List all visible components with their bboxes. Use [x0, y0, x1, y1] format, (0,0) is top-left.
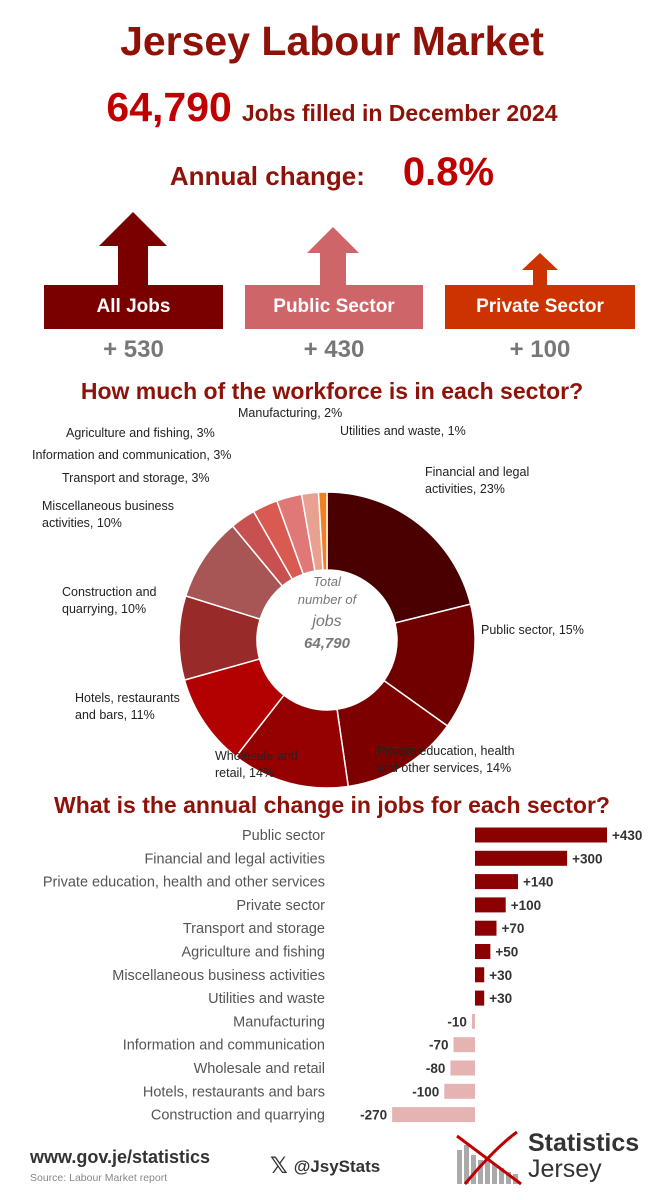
bar-title: What is the annual change in jobs for ea…	[54, 792, 610, 818]
donut-label: Hotels, restaurants and bars, 11%	[75, 691, 180, 722]
jobs-headline: 64,790 Jobs filled in December 2024	[0, 84, 664, 131]
bar-category-label: Public sector	[242, 828, 325, 844]
bar-category-label: Manufacturing	[233, 1014, 325, 1030]
bar	[453, 1037, 475, 1053]
sector-label: Public Sector	[273, 296, 395, 317]
public-sector-arrow-icon	[307, 227, 359, 286]
footer-twitter[interactable]: 𝕏 @JsyStats	[270, 1154, 380, 1179]
donut-label: Financial and legal activities, 23%	[425, 465, 530, 496]
donut-label: Construction and quarrying, 10%	[62, 585, 157, 616]
bar-value-label: +140	[523, 875, 553, 890]
bar	[475, 874, 518, 890]
donut-label: Wholesale and retail, 14%	[215, 749, 298, 780]
donut-label: Miscellaneous business activities, 10%	[42, 499, 175, 530]
bar	[444, 1083, 475, 1099]
arrows-graphic	[99, 212, 558, 286]
bar-category-label: Wholesale and retail	[194, 1061, 325, 1077]
logo-line1: Statistics	[528, 1129, 640, 1157]
bar-category-label: Transport and storage	[183, 921, 325, 937]
donut-slice	[317, 491, 328, 571]
all-jobs-arrow-icon	[99, 212, 167, 286]
sector-value: + 430	[303, 336, 365, 363]
bar-category-label: Miscellaneous business activities	[112, 968, 325, 984]
twitter-handle: @JsyStats	[293, 1156, 381, 1176]
donut-label: Public sector, 15%	[481, 623, 584, 637]
bar	[475, 944, 491, 959]
bar	[475, 920, 497, 936]
bar-value-label: +100	[511, 898, 541, 913]
bar-value-label: +50	[495, 945, 518, 960]
bar-category-label: Agriculture and fishing	[182, 945, 325, 961]
donut-center-text: Total	[313, 574, 342, 589]
sector-label: All Jobs	[96, 296, 171, 317]
private-sector-arrow-icon	[522, 253, 558, 286]
donut-center-text: number of	[298, 592, 358, 607]
bar	[392, 1107, 475, 1123]
donut-center-text: 64,790	[304, 635, 351, 652]
bar-category-label: Financial and legal activities	[144, 851, 325, 867]
bar	[475, 990, 485, 1006]
bar-value-label: -70	[429, 1038, 449, 1053]
statistics-jersey-logo-icon	[456, 1130, 522, 1185]
page-title: Jersey Labour Market	[120, 18, 544, 64]
sector-value: + 530	[103, 336, 164, 363]
bar-category-label: Private education, health and other serv…	[43, 875, 325, 891]
annual-change: Annual change: 0.8%	[0, 150, 664, 195]
bar-value-label: -100	[412, 1084, 439, 1099]
donut-label: Information and communication, 3%	[32, 448, 232, 462]
bar-category-label: Utilities and waste	[208, 991, 325, 1007]
bar-chart: Public sector +430 Financial and legal act…	[43, 827, 642, 1124]
sector-box-public: Public Sector	[245, 285, 423, 329]
sector-box-all-jobs: All Jobs	[44, 285, 223, 329]
donut-chart: Total number of jobs 64,790	[178, 491, 476, 789]
bar-value-label: +30	[489, 991, 512, 1006]
x-logo-icon: 𝕏	[270, 1154, 288, 1179]
footer-url[interactable]: www.gov.je/statistics	[30, 1147, 211, 1167]
donut-slice	[326, 491, 472, 624]
bar-category-label: Construction and quarrying	[151, 1108, 325, 1124]
bar-category-label: Information and communication	[123, 1038, 325, 1054]
sector-box-private: Private Sector	[445, 285, 635, 329]
bar-category-label: Private sector	[236, 898, 325, 914]
bar-value-label: +300	[572, 851, 602, 866]
annual-change-label: Annual change:	[169, 161, 365, 191]
donut-center-text: jobs	[310, 613, 341, 630]
bar-value-label: +30	[489, 968, 512, 983]
bar	[475, 897, 506, 913]
sector-label: Private Sector	[476, 296, 604, 317]
bar-value-label: -10	[447, 1014, 467, 1029]
jobs-number: 64,790	[106, 84, 232, 130]
bar-value-label: -80	[426, 1061, 446, 1076]
bar-value-label: +430	[612, 828, 642, 843]
bar	[475, 850, 568, 866]
bar-value-label: -270	[360, 1108, 387, 1123]
donut-label: Transport and storage, 3%	[62, 471, 210, 485]
donut-label: Agriculture and fishing, 3%	[66, 426, 215, 440]
bar	[475, 827, 607, 843]
footer-source: Source: Labour Market report	[30, 1172, 168, 1184]
bar	[475, 967, 485, 983]
jobs-text: Jobs filled in December 2024	[241, 100, 558, 126]
logo-line2: Jersey	[528, 1155, 602, 1183]
sector-value: + 100	[509, 336, 571, 363]
donut-title: How much of the workforce is in each sec…	[80, 378, 584, 404]
donut-label: Manufacturing, 2%	[238, 406, 343, 420]
bar	[471, 1013, 475, 1029]
bar	[450, 1060, 475, 1076]
footer-logo-text: Statistics Jersey	[528, 1130, 639, 1182]
donut-label: Utilities and waste, 1%	[340, 424, 466, 438]
annual-change-value: 0.8%	[402, 150, 495, 194]
bar-category-label: Hotels, restaurants and bars	[143, 1084, 325, 1100]
donut-label: Private education, health and other servi…	[377, 744, 515, 775]
bar-value-label: +70	[501, 921, 524, 936]
